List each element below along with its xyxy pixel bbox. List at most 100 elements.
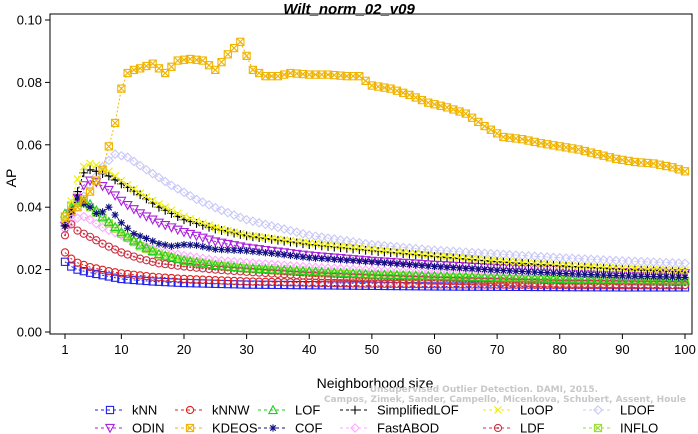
data-point-cof (73, 194, 82, 202)
data-point-cof (549, 269, 558, 277)
data-point-ldf (524, 278, 533, 288)
data-point-lof (141, 242, 152, 252)
data-point-loop (580, 262, 589, 271)
data-point-ldf (198, 264, 207, 273)
data-point-odin (347, 255, 359, 265)
data-point-cof (468, 265, 476, 273)
data-point-lof (335, 267, 346, 277)
data-point-knnw (336, 279, 345, 288)
data-point-simplifiedlof (336, 243, 345, 253)
data-point-lof (385, 269, 396, 279)
data-point-knn (110, 273, 120, 282)
data-point-odin (373, 257, 384, 267)
data-point-loop (236, 229, 245, 238)
data-point-knnw (154, 273, 164, 282)
data-point-simplifiedlof (60, 221, 70, 231)
data-point-cof (387, 259, 395, 267)
data-point-loop (511, 258, 520, 267)
data-point-kdeos (242, 51, 251, 61)
data-point-loop (349, 243, 358, 252)
legend-item-knn: kNN (95, 403, 157, 418)
legend-label-knn: kNN (132, 403, 157, 418)
data-point-lof (354, 268, 365, 278)
data-point-cof (211, 245, 219, 253)
data-point-loop (593, 262, 602, 271)
data-point-knnw (136, 271, 145, 280)
data-point-lof (479, 271, 490, 282)
data-point-odin (429, 260, 440, 271)
legend-label-cof: COF (295, 421, 323, 434)
data-point-cof (424, 262, 432, 270)
data-point-kdeos (117, 84, 126, 93)
data-point-knn (92, 269, 101, 279)
data-point-lof (285, 264, 296, 275)
data-point-lof (241, 262, 252, 273)
data-point-simplifiedlof (342, 243, 352, 253)
data-point-ldof (160, 176, 171, 187)
data-point-cof (493, 266, 501, 274)
data-point-lof (135, 239, 146, 249)
data-point-lof (416, 270, 428, 280)
data-point-loop (386, 247, 395, 256)
data-point-loop (599, 263, 608, 272)
data-point-knnw (355, 279, 364, 288)
data-point-ldf (568, 279, 577, 288)
data-point-knnw (348, 279, 358, 288)
data-point-knnw (198, 275, 207, 284)
data-point-lof (429, 270, 440, 280)
data-point-odin (423, 260, 434, 270)
data-point-lof (667, 274, 678, 285)
data-point-odin (178, 228, 190, 238)
data-point-cof (286, 251, 295, 260)
data-point-loop (637, 264, 646, 273)
data-point-lof (322, 266, 334, 277)
data-point-lof (266, 263, 277, 274)
data-point-ldf (430, 276, 439, 285)
data-point-loop (524, 258, 533, 267)
data-point-fastabod (598, 272, 609, 283)
legend-item-fastabod: FastABOD (340, 421, 439, 434)
data-point-loop (148, 196, 157, 205)
data-point-lof (529, 272, 540, 283)
data-point-lof (466, 271, 478, 281)
data-point-loop (154, 200, 163, 209)
data-point-knnw (110, 268, 120, 277)
data-point-simplifiedlof (386, 248, 396, 257)
data-point-cof (556, 269, 564, 277)
data-point-lof (272, 264, 284, 274)
data-point-ldf (680, 281, 690, 290)
legend-item-simplifiedlof: SimplifiedLOF (340, 403, 459, 418)
data-point-knnw (236, 277, 245, 286)
data-point-lof (247, 262, 258, 273)
data-point-lof (404, 269, 415, 280)
data-point-ldf (186, 262, 195, 272)
data-point-odin (410, 259, 421, 270)
data-point-ldof (241, 214, 252, 225)
data-point-ldof (185, 191, 196, 201)
data-point-cof (643, 272, 652, 281)
data-point-lof (579, 273, 590, 284)
data-point-lof (642, 274, 653, 285)
data-point-ldof (204, 199, 214, 210)
data-point-knn (104, 272, 113, 281)
data-point-knnw (367, 279, 377, 288)
data-point-loop (668, 265, 677, 274)
data-point-ldf (655, 280, 665, 289)
data-point-ldf (505, 278, 514, 287)
data-point-ldof (210, 202, 221, 213)
data-point-cof (430, 262, 439, 271)
data-point-cof (224, 246, 232, 254)
data-point-lof (598, 274, 609, 284)
data-point-lof (210, 259, 221, 270)
data-point-ldof (254, 217, 265, 228)
legend-marker-ldf (493, 423, 503, 433)
data-point-ldf (624, 280, 633, 289)
data-point-lof (216, 260, 227, 270)
data-point-ldof (636, 256, 647, 267)
data-point-ldof (680, 258, 690, 269)
data-point-knnw (67, 254, 76, 263)
data-point-loop (681, 266, 689, 275)
data-point-lof (153, 248, 165, 259)
data-point-kdeos (98, 165, 107, 174)
